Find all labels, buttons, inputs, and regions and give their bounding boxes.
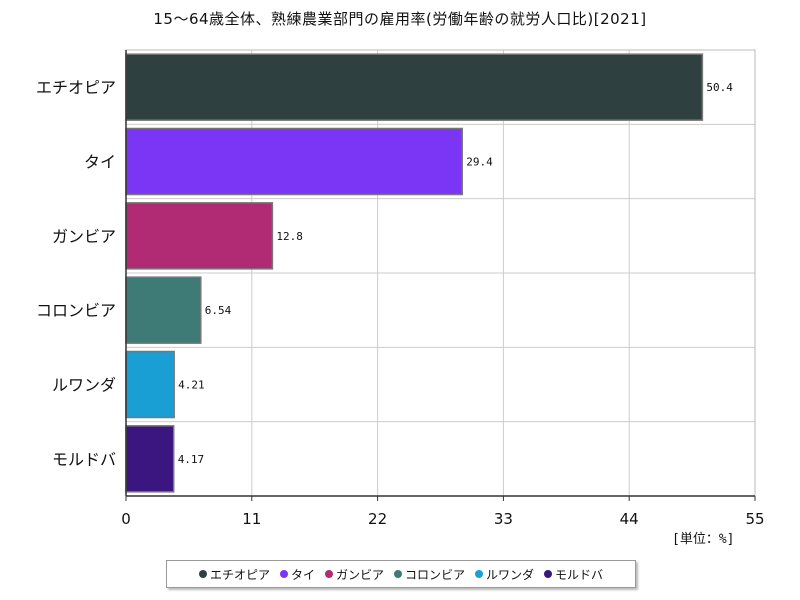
legend-marker-icon	[544, 570, 553, 578]
x-tick-label: 33	[494, 510, 513, 528]
bar	[125, 425, 175, 493]
legend-marker-icon	[394, 570, 402, 578]
x-tick-label: 44	[620, 510, 639, 528]
legend-item: エチオピア	[198, 566, 270, 583]
x-tick-label: 55	[745, 510, 764, 528]
bar	[125, 276, 202, 344]
x-tick-label: 0	[121, 510, 131, 528]
legend-marker-icon	[279, 570, 288, 578]
data-label: 6.54	[205, 304, 232, 317]
legend-marker-icon	[324, 570, 333, 578]
category-label: モルドバ	[52, 450, 116, 469]
chart-title: 15〜64歳全体、熟練農業部門の雇用率(労働年齢の就労人口比)[2021]	[153, 10, 647, 28]
data-label: 50.4	[706, 81, 733, 94]
legend-item: ガンビア	[324, 566, 384, 583]
legend-item: モルドバ	[544, 566, 603, 583]
x-tick-label: 11	[242, 510, 261, 528]
legend-label: タイ	[290, 567, 315, 582]
legend-label: モルドバ	[555, 567, 604, 582]
legend-marker-icon	[198, 570, 207, 578]
legend-item: ルワンダ	[475, 566, 534, 583]
category-label: ガンビア	[52, 227, 116, 246]
data-label: 29.4	[466, 156, 493, 169]
legend-label: エチオピア	[209, 567, 270, 582]
data-label: 4.17	[178, 453, 205, 466]
category-label: タイ	[84, 153, 116, 172]
unit-label: [単位：%]	[672, 532, 735, 547]
legend-item: タイ	[279, 566, 315, 583]
category-label: ルワンダ	[52, 376, 116, 395]
legend-label: ルワンダ	[486, 567, 535, 582]
bar	[125, 202, 274, 270]
bar	[125, 53, 704, 121]
category-label: エチオピア	[36, 78, 116, 97]
x-tick-label: 22	[368, 510, 387, 528]
legend: エチオピア タイ ガンビア コロンビア ルワンダ モルドバ	[166, 560, 636, 588]
category-label: コロンビア	[36, 301, 116, 320]
bar	[125, 350, 175, 419]
data-label: 4.21	[178, 379, 205, 392]
legend-marker-icon	[475, 570, 484, 578]
legend-item: コロンビア	[394, 566, 465, 583]
legend-label: コロンビア	[405, 567, 466, 582]
bar	[125, 127, 463, 196]
data-label: 12.8	[276, 230, 303, 243]
legend-label: ガンビア	[335, 567, 384, 582]
